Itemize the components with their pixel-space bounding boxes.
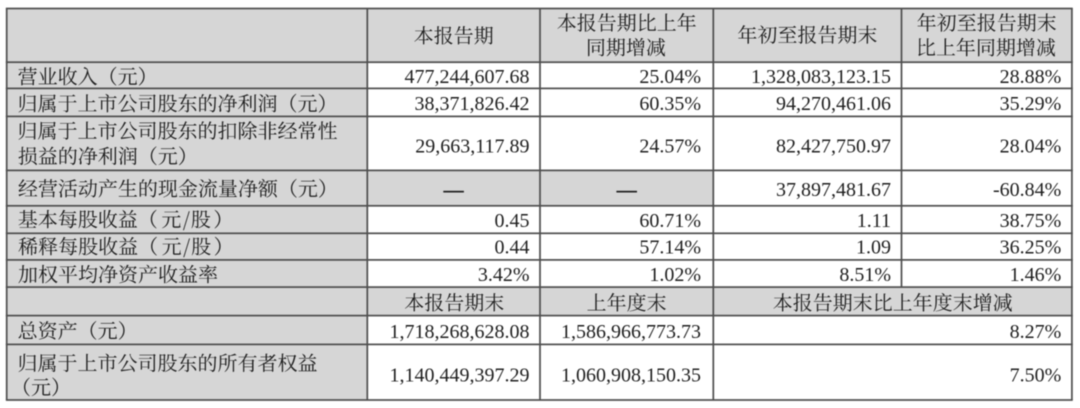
svg-text:8.27%: 8.27% [1010,321,1062,343]
svg-text:24.57%: 24.57% [639,135,701,157]
svg-text:28.88%: 28.88% [1000,66,1062,88]
svg-text:37,897,481.67: 37,897,481.67 [776,179,891,201]
svg-text:60.35%: 60.35% [639,93,701,115]
svg-text:1,060,908,150.35: 1,060,908,150.35 [561,364,701,386]
svg-text:1.02%: 1.02% [649,264,701,286]
svg-text:60.71%: 60.71% [639,210,701,232]
svg-text:1,328,083,123.15: 1,328,083,123.15 [751,66,891,88]
svg-text:0.44: 0.44 [495,237,530,259]
svg-text:28.04%: 28.04% [1000,135,1062,157]
svg-text:1,140,449,397.29: 1,140,449,397.29 [390,364,530,386]
svg-text:1.46%: 1.46% [1010,264,1062,286]
svg-text:7.50%: 7.50% [1010,364,1062,386]
svg-text:1.09: 1.09 [856,237,891,259]
svg-text:8.51%: 8.51% [839,264,891,286]
svg-text:3.42%: 3.42% [478,264,530,286]
svg-text:29,663,117.89: 29,663,117.89 [415,135,529,157]
svg-text:35.29%: 35.29% [1000,93,1062,115]
svg-text:94,270,461.06: 94,270,461.06 [776,93,891,115]
svg-text:-60.84%: -60.84% [993,179,1061,201]
svg-text:82,427,750.97: 82,427,750.97 [776,135,891,157]
svg-text:36.25%: 36.25% [1000,237,1062,259]
svg-text:38,371,826.42: 38,371,826.42 [415,93,530,115]
svg-text:1,586,966,773.73: 1,586,966,773.73 [561,321,701,343]
svg-text:25.04%: 25.04% [639,66,701,88]
svg-text:477,244,607.68: 477,244,607.68 [405,66,530,88]
svg-text:1,718,268,628.08: 1,718,268,628.08 [390,321,530,343]
svg-text:0.45: 0.45 [495,210,530,232]
svg-text:57.14%: 57.14% [639,237,701,259]
svg-text:38.75%: 38.75% [1000,210,1062,232]
svg-text:1.11: 1.11 [857,210,891,232]
